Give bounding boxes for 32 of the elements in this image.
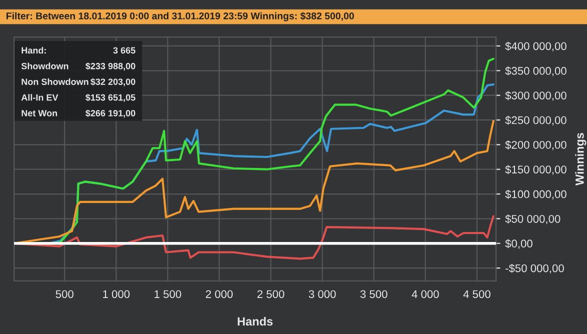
x-tick-label: 4 500	[463, 290, 490, 298]
x-tick-label: 4 000	[412, 290, 439, 298]
y-tick-label: $50 000,00	[505, 214, 560, 224]
annotation: $266 191,00	[86, 110, 136, 118]
annotation: $233 988,00	[86, 62, 136, 71]
x-tick-label: 1 500	[154, 290, 182, 298]
x-tick-label: 2 000	[206, 290, 233, 298]
y-tick-label: $350 000,00	[505, 66, 566, 76]
y-axis-title: Winnings	[575, 132, 586, 186]
x-tick-label: 500	[56, 290, 74, 298]
y-tick-label: $400 000,00	[505, 42, 566, 52]
x-axis-title: Hands	[238, 316, 273, 326]
x-tick-label: 3 000	[308, 290, 336, 298]
x-tick-label: 1 000	[103, 290, 130, 298]
x-tick-label: 2 500	[257, 290, 284, 298]
y-tick-label: $200 000,00	[505, 140, 566, 150]
y-tick-label: $150 000,00	[505, 165, 566, 175]
annotation: Non Showdown	[22, 78, 88, 85]
y-tick-label: $100 000,00	[505, 190, 566, 200]
x-tick-label: 3 500	[360, 290, 388, 298]
annotation: $153 651,05	[86, 94, 136, 102]
annotation: All-In EV	[21, 94, 58, 101]
chart-title: Filter: Between 18.01.2019 0:00 and 31.01.2019 23:59 Winnings: $382 500,00	[6, 12, 354, 22]
y-tick-label: -$50 000,00	[506, 264, 564, 274]
annotation: Showdown	[21, 62, 68, 70]
y-tick-label: $250 000,00	[505, 116, 566, 126]
annotation: Hand:	[22, 46, 46, 54]
annotation: $32 203,00	[90, 78, 136, 86]
annotation: Net Won	[22, 110, 58, 116]
y-tick-label: $0,00	[505, 239, 532, 249]
y-tick-label: $300 000,00	[505, 91, 566, 101]
annotation: 3 665	[113, 47, 136, 54]
